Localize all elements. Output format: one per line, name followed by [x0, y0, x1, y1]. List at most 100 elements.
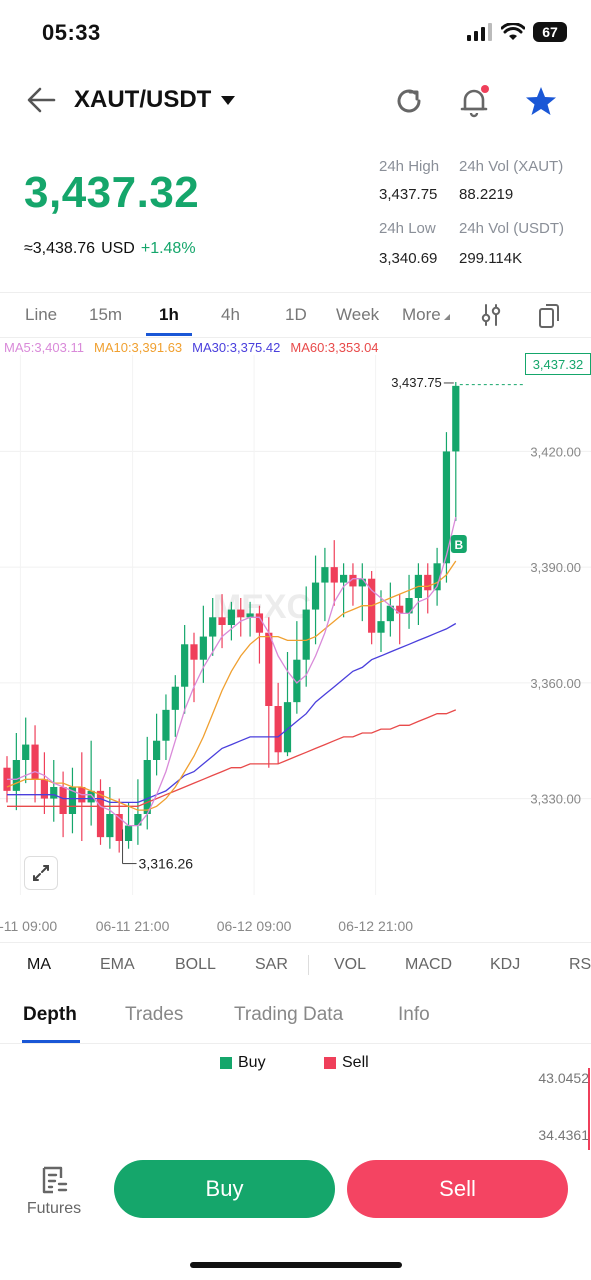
- candle-body: [115, 814, 123, 841]
- candle-body: [358, 578, 366, 587]
- tab-15m[interactable]: 15m: [89, 305, 123, 324]
- candle-body: [171, 686, 179, 710]
- back-arrow-icon[interactable]: [26, 86, 58, 114]
- tab-week[interactable]: Week: [336, 305, 380, 324]
- pair-selector[interactable]: XAUT/USDT: [74, 86, 236, 114]
- candle-body: [59, 787, 67, 814]
- last-price: 3,437.32: [24, 168, 200, 217]
- ma10-line: [6, 560, 457, 811]
- futures-icon: [42, 1166, 68, 1194]
- candle-body: [199, 636, 207, 660]
- candle-body: [134, 814, 142, 826]
- refresh-icon[interactable]: [392, 84, 426, 118]
- candle-body: [124, 825, 133, 841]
- candle-body: [246, 613, 254, 618]
- active-tab-underline: [146, 333, 192, 336]
- candlestick-chart[interactable]: MEXC 3,420.003,390.003,360.003,330.00 06…: [0, 355, 591, 940]
- wifi-icon: [501, 23, 525, 40]
- status-icons: 67: [467, 22, 567, 42]
- 24h-high-label: 24h High: [379, 158, 440, 175]
- home-indicator: [190, 1262, 402, 1268]
- depth-buy-label: Buy: [238, 1054, 266, 1071]
- tab-depth[interactable]: Depth: [23, 1004, 77, 1025]
- low-mark-label: 3,316.26: [139, 856, 194, 872]
- ma-lines: [6, 516, 457, 827]
- 24h-vol-xaut-value: 88.2219: [459, 186, 514, 203]
- candle-body: [106, 814, 114, 838]
- sell-swatch: [324, 1057, 336, 1069]
- tab-line[interactable]: Line: [25, 305, 58, 324]
- futures-button[interactable]: Futures: [22, 1166, 86, 1218]
- buy-button[interactable]: Buy: [114, 1160, 335, 1218]
- favorite-star-icon[interactable]: [524, 84, 558, 118]
- indicator-settings-icon[interactable]: [480, 303, 502, 327]
- section-border: [0, 1043, 591, 1044]
- tab-more[interactable]: More: [402, 305, 450, 325]
- tab-info[interactable]: Info: [398, 1004, 430, 1025]
- candle-body: [386, 605, 394, 622]
- candle-body: [153, 740, 161, 760]
- candle-body: [209, 617, 217, 637]
- y-tick-label: 3,360.00: [530, 676, 581, 691]
- depth-value-1: 43.0452: [538, 1070, 589, 1086]
- fullscreen-button[interactable]: [24, 856, 58, 890]
- candle-body: [321, 567, 329, 583]
- tab-trades[interactable]: Trades: [125, 1004, 184, 1025]
- price-sub: ≈3,438.76 USD +1.48%: [24, 240, 196, 258]
- candle-body: [433, 563, 441, 591]
- candle-body: [227, 609, 235, 625]
- price-change: +1.48%: [140, 240, 196, 257]
- indicator-ema[interactable]: EMA: [100, 956, 135, 973]
- candle-body: [31, 744, 39, 780]
- candle-body: [452, 385, 460, 452]
- x-tick-label: 06-11 09:00: [0, 918, 57, 934]
- indicator-rs[interactable]: RS: [569, 956, 591, 973]
- buy-marker: [450, 535, 467, 553]
- indicator-boll[interactable]: BOLL: [175, 956, 216, 973]
- x-tick-label: 06-12 21:00: [338, 918, 413, 934]
- approx-price: ≈3,438.76: [24, 240, 96, 257]
- chart-marks: 3,437.75 3,316.26 B: [122, 375, 525, 872]
- buy-swatch: [220, 1057, 232, 1069]
- candles: [3, 382, 460, 853]
- candle-body: [396, 605, 404, 614]
- expand-icon: [33, 865, 49, 881]
- tab-trading-data[interactable]: Trading Data: [234, 1004, 344, 1025]
- tab-4h[interactable]: 4h: [221, 305, 240, 324]
- interval-tabs: Line 15m 1h 4h 1D Week More: [0, 292, 591, 338]
- candle-body: [40, 779, 48, 799]
- sell-button[interactable]: Sell: [347, 1160, 568, 1218]
- candle-body: [87, 790, 95, 803]
- ma5-line: [7, 516, 457, 827]
- pair-name: XAUT/USDT: [74, 86, 212, 113]
- y-axis: 3,420.00 3,390.00 3,360.00 3,330.00: [530, 444, 581, 806]
- indicator-kdj[interactable]: KDJ: [490, 956, 521, 973]
- section-underline: [22, 1040, 80, 1043]
- tab-1d[interactable]: 1D: [285, 305, 307, 324]
- indicator-sar[interactable]: SAR: [255, 956, 288, 973]
- ma10-value: MA10:3,391.63: [93, 340, 183, 355]
- status-time: 05:33: [42, 20, 101, 45]
- candle-body: [283, 702, 292, 753]
- ma30-value: MA30:3,375.42: [192, 340, 281, 355]
- tab-1h[interactable]: 1h: [159, 305, 179, 324]
- ma30-line: [7, 622, 457, 804]
- battery-icon: 67: [533, 22, 567, 42]
- indicator-macd[interactable]: MACD: [405, 956, 453, 973]
- candle-body: [22, 744, 30, 760]
- candle-body: [68, 787, 77, 814]
- ma60-value: MA60:3,353.04: [290, 340, 379, 355]
- rotate-screen-icon[interactable]: [538, 303, 560, 329]
- y-tick-label: 3,330.00: [530, 792, 581, 807]
- candle-body: [237, 609, 245, 618]
- indicator-vol[interactable]: VOL: [334, 956, 367, 973]
- depth-sell-label: Sell: [342, 1054, 369, 1071]
- candle-body: [50, 787, 58, 799]
- currency-label: USD: [101, 240, 135, 257]
- notification-bell-icon[interactable]: [457, 84, 491, 118]
- indicator-ma[interactable]: MA: [27, 956, 51, 973]
- candle-body: [190, 644, 198, 660]
- caret-down-icon: [221, 95, 236, 105]
- candle-body: [96, 790, 105, 838]
- candle-body: [349, 574, 357, 587]
